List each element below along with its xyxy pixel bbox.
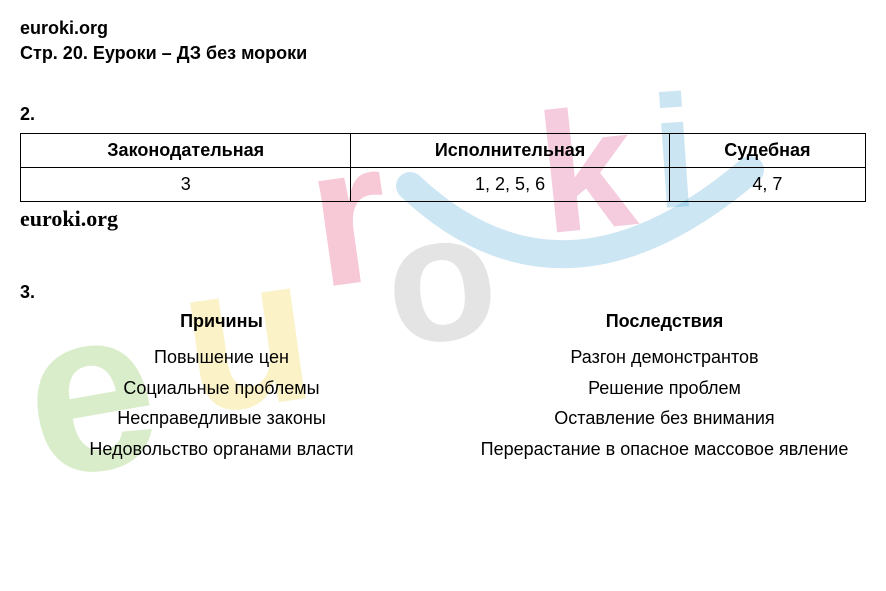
two-column-lists: Причины Повышение цен Социальные проблем… <box>20 311 866 464</box>
list-item: Перерастание в опасное массовое явление <box>463 434 866 465</box>
consequences-column: Последствия Разгон демонстрантов Решение… <box>463 311 866 464</box>
causes-heading: Причины <box>20 311 423 332</box>
section-2-number: 2. <box>20 104 866 125</box>
consequences-heading: Последствия <box>463 311 866 332</box>
list-item: Повышение цен <box>20 342 423 373</box>
table-cell: 3 <box>21 168 351 202</box>
table-row: 3 1, 2, 5, 6 4, 7 <box>21 168 866 202</box>
col-header: Исполнительная <box>351 134 669 168</box>
list-item: Несправедливые законы <box>20 403 423 434</box>
section-3-number: 3. <box>20 282 866 303</box>
table-cell: 1, 2, 5, 6 <box>351 168 669 202</box>
page-title: Стр. 20. Еуроки – ДЗ без мороки <box>20 43 866 64</box>
powers-table: Законодательная Исполнительная Судебная … <box>20 133 866 202</box>
list-item: Недовольство органами власти <box>20 434 423 465</box>
col-header: Судебная <box>669 134 865 168</box>
document-content: euroki.org Стр. 20. Еуроки – ДЗ без моро… <box>20 18 866 464</box>
list-item: Оставление без внимания <box>463 403 866 434</box>
list-item: Решение проблем <box>463 373 866 404</box>
site-name: euroki.org <box>20 18 866 39</box>
table-header-row: Законодательная Исполнительная Судебная <box>21 134 866 168</box>
list-item: Социальные проблемы <box>20 373 423 404</box>
table-cell: 4, 7 <box>669 168 865 202</box>
list-item: Разгон демонстрантов <box>463 342 866 373</box>
causes-column: Причины Повышение цен Социальные проблем… <box>20 311 423 464</box>
col-header: Законодательная <box>21 134 351 168</box>
inline-watermark-text: euroki.org <box>20 206 866 232</box>
